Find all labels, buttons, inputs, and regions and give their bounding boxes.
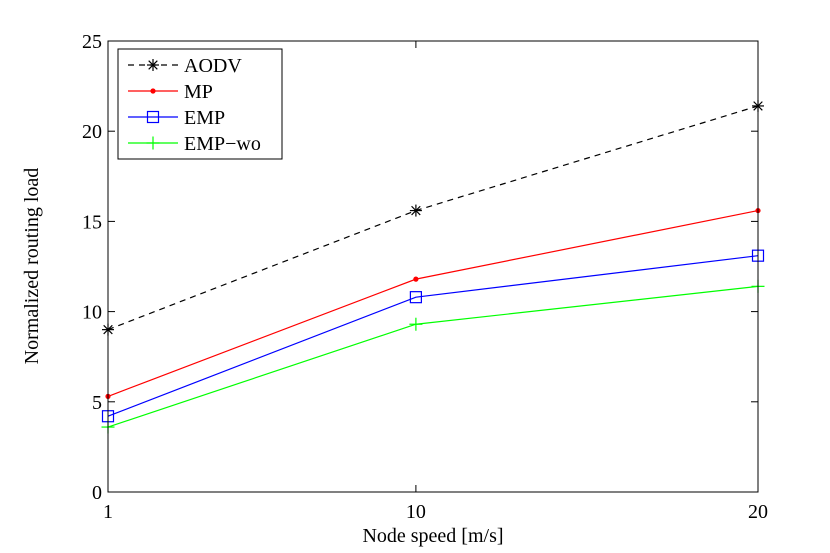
legend-marker-aodv [147, 59, 159, 71]
data-point-aodv [409, 204, 422, 217]
plot-frame [107, 40, 759, 493]
y-tick-label: 0 [92, 482, 102, 504]
data-point-emp [409, 291, 422, 304]
legend-marker-emp [146, 110, 160, 124]
data-point-emp-wo [409, 317, 423, 331]
legend-label-emp-wo: EMP−wo [184, 133, 261, 155]
series-line-emp [107, 255, 759, 417]
x-tick-label: 20 [748, 501, 768, 523]
legend-label-mp: MP [184, 81, 213, 103]
legend-marker-emp-wo [146, 136, 160, 150]
ticks-layer: 0 5 10 15 20 25 1 10 20 [82, 31, 768, 523]
legend-label-emp: EMP [184, 107, 225, 129]
x-axis-title: Node speed [m/s] [362, 525, 503, 547]
y-tick-label: 10 [82, 302, 102, 324]
x-tick-label: 10 [406, 501, 426, 523]
legend-marker-mp [150, 88, 156, 94]
y-tick-label: 5 [92, 392, 102, 414]
x-tick-label: 1 [103, 501, 113, 523]
y-tick-label: 25 [82, 31, 102, 53]
data-point-mp [413, 276, 419, 282]
legend: AODV MP EMP EMP−wo [117, 48, 283, 160]
legend-box [117, 48, 283, 160]
legend-label-aodv: AODV [184, 55, 242, 77]
y-tick-label: 20 [82, 121, 102, 143]
series-layer [101, 99, 765, 434]
y-axis-title: Normalized routing load [21, 168, 43, 365]
y-tick-label: 15 [82, 211, 102, 233]
